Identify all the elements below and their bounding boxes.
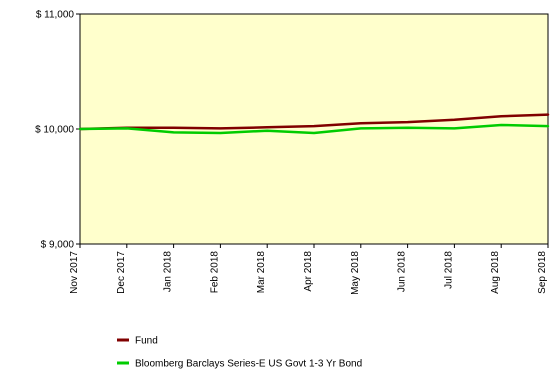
x-tick-label: Jan 2018 <box>163 251 174 293</box>
x-tick-label: May 2018 <box>350 251 361 295</box>
x-tick-label: Jun 2018 <box>397 251 408 293</box>
legend: Fund Bloomberg Barclays Series-E US Govt … <box>117 336 362 370</box>
x-tick-label: Jul 2018 <box>443 251 454 289</box>
series-line-1 <box>78 123 550 135</box>
x-tick-label: Aug 2018 <box>490 251 501 294</box>
x-tick-label: Nov 2017 <box>69 251 80 294</box>
legend-label: Fund <box>135 336 158 347</box>
x-axis: Nov 2017 Dec 2017 Jan 2018 Feb 2018 Mar 2018… <box>69 244 549 295</box>
x-tick-label: Mar 2018 <box>256 251 267 294</box>
y-axis: $ 9,000 $ 10,000 $ 11,000 <box>35 10 80 251</box>
x-tick-label: Sep 2018 <box>537 251 548 294</box>
x-tick-label: Apr 2018 <box>303 251 314 292</box>
legend-label: Bloomberg Barclays Series-E US Govt 1-3 … <box>135 359 362 370</box>
y-tick-label: $ 11,000 <box>36 10 75 21</box>
series-line-0 <box>78 113 550 131</box>
y-tick-label: $ 10,000 <box>35 125 74 136</box>
x-tick-label: Feb 2018 <box>209 251 220 294</box>
y-tick-label: $ 9,000 <box>41 240 75 251</box>
x-tick-label: Dec 2017 <box>116 251 127 294</box>
series-lines <box>78 113 550 135</box>
